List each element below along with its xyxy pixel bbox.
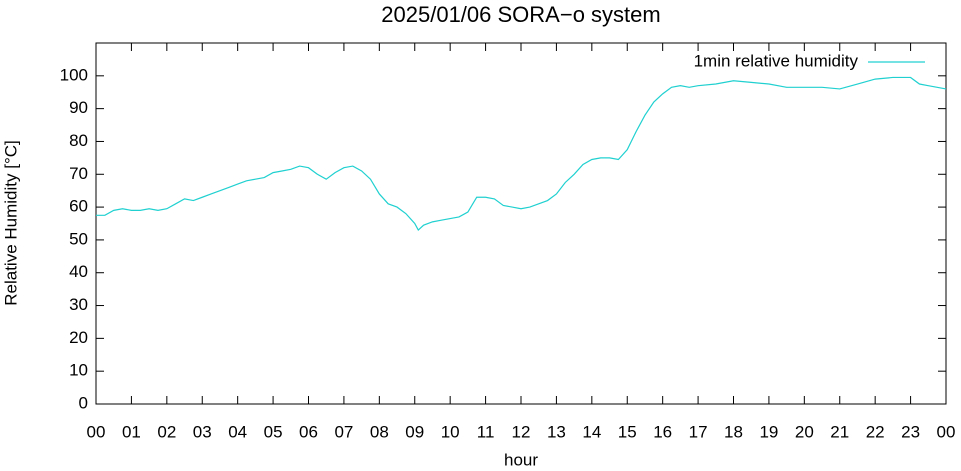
x-tick-label: 21 [830,422,849,441]
x-tick-label: 08 [370,422,389,441]
y-tick-label: 60 [69,197,88,216]
y-tick-label: 10 [69,361,88,380]
legend-label: 1min relative humidity [694,51,859,70]
x-tick-label: 11 [477,422,495,441]
x-tick-label: 05 [264,422,283,441]
x-tick-label: 13 [547,422,566,441]
x-tick-label: 16 [653,422,672,441]
x-tick-label: 20 [795,422,814,441]
x-tick-label: 00 [937,422,956,441]
x-tick-label: 09 [405,422,424,441]
x-tick-label: 03 [193,422,212,441]
y-axis-label: Relative Humidity [°C] [1,140,20,306]
y-tick-label: 100 [60,65,88,84]
x-tick-label: 06 [299,422,318,441]
y-tick-label: 90 [69,98,88,117]
y-tick-label: 70 [69,164,88,183]
x-tick-label: 22 [866,422,885,441]
x-tick-label: 23 [901,422,920,441]
y-tick-label: 30 [69,295,88,314]
y-tick-label: 50 [69,229,88,248]
chart-title: 2025/01/06 SORA−o system [381,2,660,27]
x-axis-label: hour [504,450,538,469]
plot-frame [95,42,947,405]
x-tick-label: 17 [689,422,708,441]
data-line [96,76,947,232]
y-tick-label: 20 [69,328,88,347]
x-tick-label: 12 [512,422,531,441]
x-tick-label: 01 [122,422,141,441]
y-tick-label: 80 [69,131,88,150]
x-tick-label: 15 [618,422,637,441]
x-tick-label: 00 [87,422,106,441]
x-tick-label: 04 [228,422,247,441]
x-tick-label: 14 [582,422,601,441]
y-tick-label: 40 [69,262,88,281]
x-tick-label: 19 [759,422,778,441]
x-tick-label: 18 [724,422,743,441]
x-tick-label: 02 [157,422,176,441]
x-tick-label: 07 [334,422,353,441]
x-tick-label: 10 [441,422,460,441]
y-tick-label: 0 [79,393,88,412]
